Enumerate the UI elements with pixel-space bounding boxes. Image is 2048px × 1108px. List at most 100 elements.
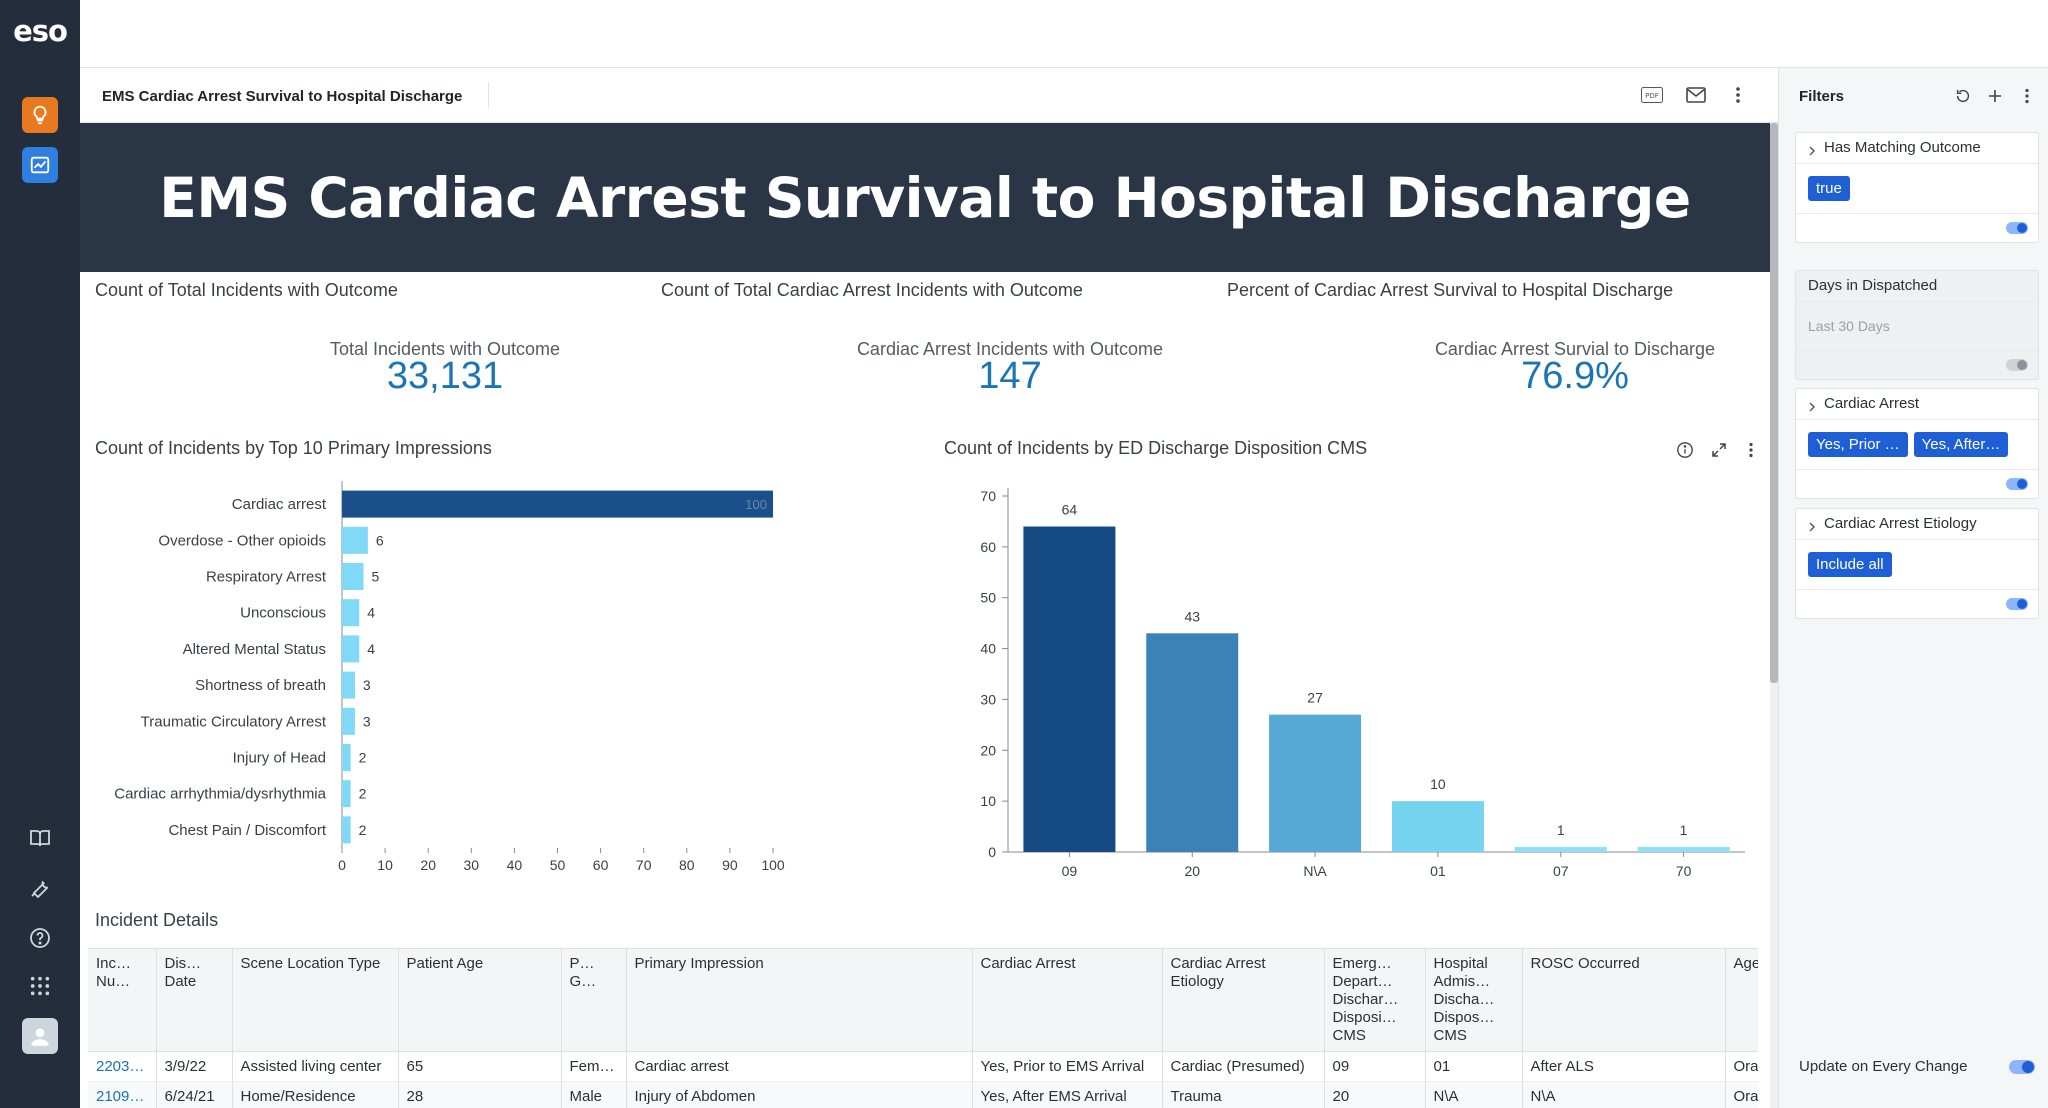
filter-card-days-in-dispatched[interactable]: Days in Dispatched Last 30 Days	[1795, 270, 2039, 380]
wrench-icon[interactable]	[22, 870, 58, 906]
hbar-tick-label: 20	[420, 857, 436, 873]
table-title: Incident Details	[95, 910, 219, 930]
col-header[interactable]: ROSC Occurred	[1522, 949, 1726, 1052]
hbar-bar	[342, 707, 355, 735]
kpi-label-cardiac: Cardiac Arrest Incidents with Outcome	[856, 339, 1164, 359]
table-cell: Injury of Abdomen	[626, 1081, 973, 1108]
hbar-value-label: 2	[359, 822, 367, 838]
kpi-value-cardiac: 147	[978, 355, 1042, 397]
filters-title: Filters	[1799, 88, 1845, 105]
update-on-change-toggle[interactable]	[2009, 1060, 2035, 1074]
insights-bulb-icon[interactable]	[22, 97, 58, 133]
filter-card-header[interactable]: Cardiac Arrest Etiology	[1796, 509, 2038, 540]
vbar-tick-label: 40	[980, 641, 996, 657]
scrollbar-thumb[interactable]	[1770, 123, 1778, 683]
col-header[interactable]: Dis… Date	[156, 949, 233, 1052]
vbar-value-label: 43	[1184, 608, 1200, 624]
hbar-tick-label: 100	[761, 857, 785, 873]
col-header[interactable]: Primary Impression	[626, 949, 973, 1052]
help-icon[interactable]	[22, 920, 58, 956]
table-cell: Cardiac arrest	[626, 1051, 973, 1082]
hbar-tick-label: 40	[507, 857, 523, 873]
filter-label: Days in Dispatched	[1808, 277, 1938, 294]
vertical-scrollbar[interactable]	[1770, 123, 1778, 1108]
title-divider	[488, 82, 489, 108]
vbar-value-label: 1	[1557, 822, 1565, 838]
dashboard-title: EMS Cardiac Arrest Survival to Hospital …	[102, 88, 463, 105]
filter-card-header[interactable]: Days in Dispatched	[1796, 271, 2038, 302]
more-vertical-icon[interactable]	[1726, 83, 1750, 107]
expand-icon[interactable]	[1708, 439, 1730, 461]
filter-enabled-toggle[interactable]	[2006, 222, 2028, 234]
table-cell: Cardiac (Presumed)	[1162, 1051, 1325, 1082]
col-header[interactable]: Inc… Nu…	[88, 949, 157, 1052]
add-filter-icon[interactable]	[1983, 84, 2007, 108]
vbar-category-label: 07	[1553, 863, 1569, 879]
filter-chip[interactable]: Yes, After…	[1913, 432, 2009, 457]
table-cell: Yes, After EMS Arrival	[972, 1081, 1163, 1108]
vbar-value-label: 1	[1680, 822, 1688, 838]
filters-more-icon[interactable]	[2015, 84, 2039, 108]
update-on-change-label: Update on Every Change	[1799, 1058, 1968, 1075]
table-cell: Ora	[1725, 1081, 1758, 1108]
filter-card-header[interactable]: Cardiac Arrest	[1796, 389, 2038, 420]
vbar-bar	[1023, 526, 1116, 852]
col-header[interactable]: P… G…	[561, 949, 627, 1052]
book-icon[interactable]	[22, 820, 58, 856]
vbar-tick-label: 30	[980, 691, 996, 707]
filter-enabled-toggle[interactable]	[2006, 359, 2028, 371]
vbar-category-label: 01	[1430, 863, 1446, 879]
user-avatar-icon[interactable]	[22, 1018, 58, 1054]
col-header[interactable]: Cardiac Arrest	[972, 949, 1163, 1052]
apps-grid-icon[interactable]	[22, 968, 58, 1004]
filter-value: Last 30 Days	[1808, 318, 1890, 334]
col-header[interactable]: Hospital Admis… Discha… Dispos… CMS	[1425, 949, 1523, 1052]
incident-number-link[interactable]: 2109…	[88, 1081, 157, 1108]
vbar-category-label: 70	[1676, 863, 1692, 879]
dashboard: EMS Cardiac Arrest Survival to Hospital …	[80, 68, 1778, 1108]
col-header[interactable]: Emerg… Depart… Dischar… Disposi… CMS	[1324, 949, 1426, 1052]
vbar-bar	[1269, 714, 1362, 852]
info-icon[interactable]	[1674, 439, 1696, 461]
hbar-bar	[342, 635, 360, 663]
hbar-bar	[342, 744, 351, 771]
banner-title: EMS Cardiac Arrest Survival to Hospital …	[159, 165, 1691, 230]
incident-number-link[interactable]: 2203…	[88, 1051, 157, 1082]
filter-card-cardiac-arrest[interactable]: Cardiac Arrest Yes, Prior … Yes, After…	[1795, 388, 2039, 499]
analytics-chart-icon[interactable]	[22, 147, 58, 183]
filter-card-has-matching-outcome[interactable]: Has Matching Outcome true	[1795, 132, 2039, 243]
email-icon[interactable]	[1684, 83, 1708, 107]
hbar-bar	[342, 816, 351, 844]
hbar-category-label: Altered Mental Status	[183, 641, 326, 658]
hbar-bar	[342, 671, 355, 699]
col-header[interactable]: Patient Age	[398, 949, 562, 1052]
table-cell: 65	[398, 1051, 562, 1082]
vbar-value-label: 10	[1430, 776, 1446, 792]
hbar-tick-label: 80	[679, 857, 695, 873]
hbar-value-label: 4	[367, 641, 375, 657]
filter-enabled-toggle[interactable]	[2006, 478, 2028, 490]
hbar-value-label: 100	[745, 497, 767, 512]
vbar-category-label: 09	[1062, 863, 1078, 879]
dashboard-banner: EMS Cardiac Arrest Survival to Hospital …	[80, 123, 1770, 272]
filter-chip[interactable]: Yes, Prior …	[1808, 432, 1908, 457]
reset-icon[interactable]	[1951, 84, 1975, 108]
table-cell: Yes, Prior to EMS Arrival	[972, 1051, 1163, 1082]
filter-chip[interactable]: Include all	[1808, 552, 1892, 577]
col-header[interactable]: Cardiac Arrest Etiology	[1162, 949, 1325, 1052]
hbar-category-label: Cardiac arrest	[232, 496, 327, 513]
col-header[interactable]: Scene Location Type	[232, 949, 399, 1052]
pdf-icon[interactable]: PDF	[1640, 83, 1664, 107]
filter-chip[interactable]: true	[1808, 176, 1850, 201]
hbar-value-label: 6	[376, 532, 384, 548]
table-row: 2109… 6/24/21 Home/Residence 28 Male Inj…	[88, 1081, 1758, 1108]
col-header[interactable]: Age	[1725, 949, 1758, 1052]
hbar-tick-label: 10	[377, 857, 393, 873]
filter-card-cardiac-arrest-etiology[interactable]: Cardiac Arrest Etiology Include all	[1795, 508, 2039, 619]
filter-card-header[interactable]: Has Matching Outcome	[1796, 133, 2038, 164]
dashboard-header: EMS Cardiac Arrest Survival to Hospital …	[80, 68, 1778, 123]
hbar-tick-label: 70	[636, 857, 652, 873]
chart-more-icon[interactable]	[1740, 439, 1762, 461]
vbar-value-label: 27	[1307, 690, 1323, 706]
filter-enabled-toggle[interactable]	[2006, 598, 2028, 610]
